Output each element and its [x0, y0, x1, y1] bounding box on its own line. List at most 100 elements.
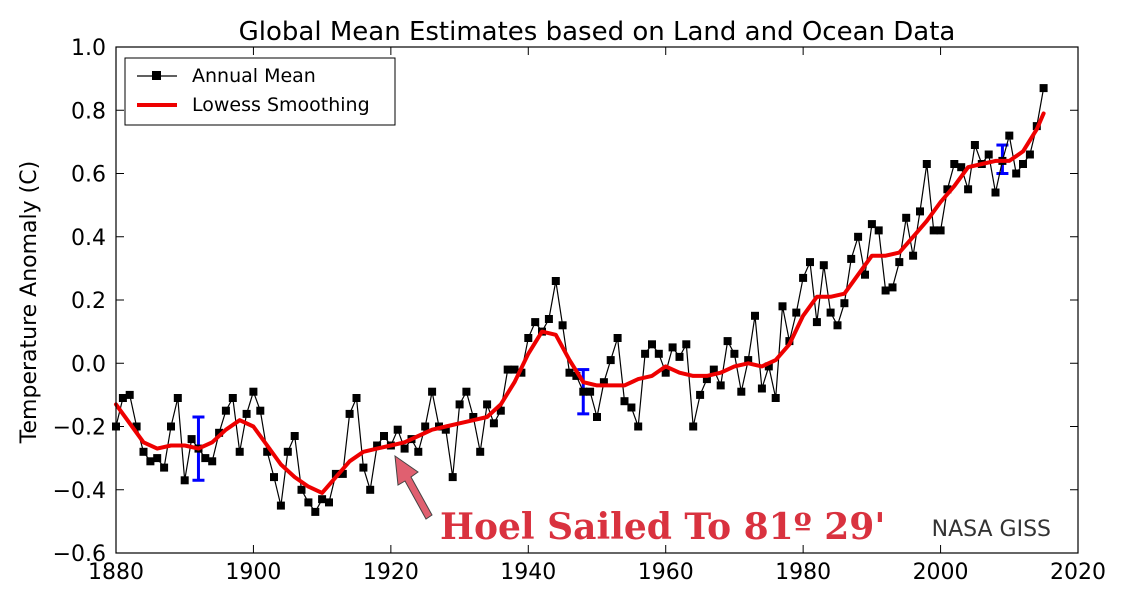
annual-mean-point: [276, 501, 285, 510]
annual-mean-point: [263, 447, 272, 456]
annual-mean-point: [696, 390, 705, 399]
annual-mean-point: [682, 340, 691, 349]
annual-mean-point: [125, 390, 134, 399]
annual-mean-point: [153, 454, 162, 463]
annual-mean-point: [819, 261, 828, 270]
annual-mean-point: [132, 422, 141, 431]
annual-mean-layer: [112, 84, 1048, 516]
annual-mean-point: [613, 334, 622, 342]
legend-annual-label: Annual Mean: [192, 65, 316, 87]
annual-mean-point: [895, 258, 904, 267]
annual-mean-point: [634, 422, 643, 431]
annual-mean-point: [627, 403, 636, 412]
annual-mean-point: [840, 299, 849, 308]
annual-mean-point: [654, 349, 663, 358]
annual-mean-point: [806, 258, 814, 267]
annual-mean-point: [757, 384, 766, 393]
y-tick-label: −0.6: [53, 542, 106, 567]
annual-mean-point: [764, 362, 773, 371]
annual-mean-point: [936, 226, 945, 235]
annual-mean-point: [208, 457, 217, 466]
hoel-annotation: Hoel Sailed To 81º 29': [394, 454, 885, 548]
annual-mean-point: [1019, 160, 1027, 168]
annual-mean-point: [297, 485, 306, 494]
annual-mean-point: [593, 413, 601, 421]
chart-title: Global Mean Estimates based on Land and …: [239, 17, 956, 47]
annual-mean-point: [455, 400, 464, 409]
annual-mean-point: [393, 425, 402, 434]
annual-mean-point: [812, 318, 821, 327]
annual-mean-point: [861, 270, 869, 279]
annual-mean-point: [565, 368, 574, 377]
annual-mean-point: [345, 409, 354, 418]
annual-mean-point: [503, 365, 512, 374]
annual-mean-point: [826, 308, 835, 317]
annual-mean-point: [950, 160, 959, 168]
y-tick-label: −0.4: [53, 479, 106, 504]
x-tick-label: 2000: [913, 560, 969, 585]
annual-mean-point: [874, 226, 883, 235]
annual-mean-point: [1012, 169, 1021, 178]
annual-mean-point: [599, 378, 608, 387]
x-tick-label: 1900: [225, 560, 281, 585]
annual-mean-point: [380, 432, 388, 440]
tick-layer: 1880 1900 1920 1940 1960 1980 2000 2020 −0.6 −0.4…: [53, 36, 1106, 585]
annual-mean-point: [118, 394, 127, 402]
annotation-hoel: Hoel Sailed To 81º 29': [440, 506, 885, 548]
annual-mean-point: [160, 463, 169, 472]
annual-mean-point: [290, 432, 299, 440]
annual-mean-point: [716, 381, 725, 390]
annual-mean-point: [146, 457, 155, 466]
annual-mean-point: [318, 495, 327, 504]
annual-mean-point: [723, 337, 732, 346]
annual-mean-point: [943, 185, 952, 194]
annual-mean-point: [964, 185, 973, 194]
y-tick-label: 0.8: [71, 99, 106, 124]
error-bar-layer: [192, 143, 1009, 482]
annual-mean-point: [187, 435, 196, 444]
annual-mean-point: [929, 226, 938, 235]
annual-mean-point: [854, 232, 863, 241]
annual-mean-point: [668, 343, 677, 352]
annual-mean-point: [228, 394, 237, 402]
annual-mean-point: [366, 485, 375, 494]
annual-mean-point: [771, 394, 780, 402]
x-tick-label: 1960: [638, 560, 694, 585]
annual-mean-point: [620, 397, 629, 406]
annual-mean-point: [249, 387, 258, 396]
annual-mean-point: [180, 476, 189, 485]
annual-mean-point: [1005, 131, 1014, 140]
annual-mean-point: [648, 340, 656, 349]
annual-mean-point: [517, 368, 526, 377]
annual-mean-point: [579, 387, 588, 396]
annual-mean-point: [675, 352, 684, 361]
annual-mean-point: [957, 163, 966, 172]
x-tick-label: 1880: [88, 560, 144, 585]
annual-mean-point: [551, 277, 560, 285]
y-tick-label: 0.6: [71, 163, 106, 188]
annual-mean-point: [544, 315, 553, 323]
annual-mean-point: [359, 463, 368, 472]
lowess-smoothing-line: [114, 111, 1046, 495]
annual-mean-point: [173, 394, 182, 402]
legend-box: [124, 57, 396, 126]
annual-mean-point: [139, 447, 148, 456]
annual-mean-point: [531, 318, 540, 327]
y-tick-label: 0.4: [71, 226, 106, 251]
annual-mean-point: [888, 283, 897, 292]
y-tick-label: 1.0: [71, 36, 106, 61]
annual-mean-point: [242, 409, 251, 418]
annual-mean-point: [833, 321, 842, 330]
annual-mean-point: [867, 220, 876, 229]
legend-annual-marker: [152, 71, 161, 80]
annual-mean-point: [221, 406, 230, 415]
annual-mean-point: [215, 428, 224, 437]
annual-mean-point: [586, 387, 595, 396]
annual-mean-point: [702, 375, 711, 384]
legend-lowess-label: Lowess Smoothing: [192, 94, 370, 116]
annual-mean-point: [462, 387, 471, 396]
annual-mean-point: [991, 188, 1000, 197]
annual-mean-point: [441, 425, 450, 434]
annual-mean-point: [270, 473, 278, 482]
